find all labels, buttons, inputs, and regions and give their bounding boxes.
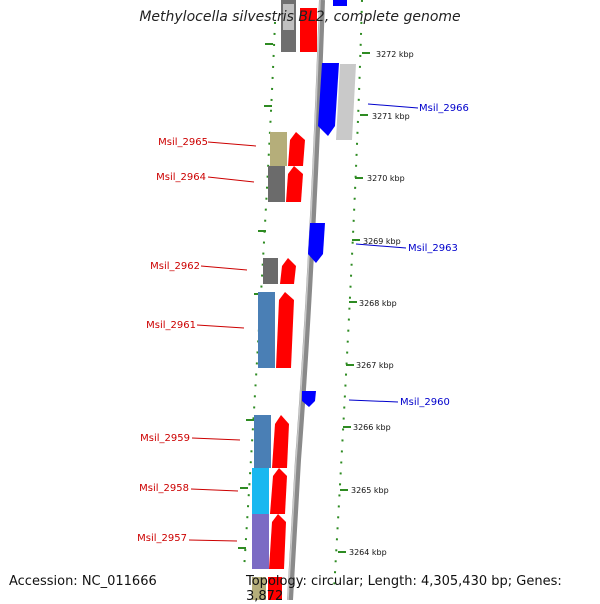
gene-label-msil-2961[interactable]: Msil_2961 bbox=[146, 320, 196, 331]
gene-block-2966 bbox=[336, 64, 356, 140]
scale-tick-label: 3267 kbp bbox=[356, 361, 394, 370]
accession-label: Accession: NC_011666 bbox=[9, 574, 157, 589]
gene-arrow-2960 bbox=[302, 391, 316, 407]
scale-tick-label: 3269 kbp bbox=[363, 237, 401, 246]
gene-label-msil-2958[interactable]: Msil_2958 bbox=[139, 483, 189, 494]
scale-tick-label: 3265 kbp bbox=[351, 486, 389, 495]
genome-backbone bbox=[287, 0, 325, 600]
gene-label-msil-2959[interactable]: Msil_2959 bbox=[140, 433, 190, 444]
gene-arrow-bottom bbox=[268, 577, 282, 600]
gene-arrow-2964 bbox=[286, 166, 303, 202]
gene-arrow-2961 bbox=[276, 292, 294, 368]
scale-tick-label: 3270 kbp bbox=[367, 174, 405, 183]
scale-tick-label: 3272 kbp bbox=[376, 50, 414, 59]
gene-block-2961 bbox=[258, 292, 275, 368]
gene-block-2964 bbox=[268, 166, 285, 202]
gene-block-2962 bbox=[263, 258, 278, 284]
gene-arrow-top-reverse bbox=[333, 0, 347, 6]
gene-label-msil-2966[interactable]: Msil_2966 bbox=[419, 103, 469, 114]
gene-label-msil-2960[interactable]: Msil_2960 bbox=[400, 397, 450, 408]
gene-arrow-2959 bbox=[272, 415, 289, 468]
gene-label-msil-2964[interactable]: Msil_2964 bbox=[156, 172, 206, 183]
scale-tick-labels: 3272 kbp 3271 kbp 3270 kbp 3269 kbp 3268 kbp… bbox=[349, 50, 414, 557]
gene-arrow-2958 bbox=[270, 468, 287, 514]
gene-arrow-2966 bbox=[318, 63, 339, 136]
gene-block-2965 bbox=[270, 132, 287, 166]
gene-label-msil-2962[interactable]: Msil_2962 bbox=[150, 261, 200, 272]
gene-labels: Msil_2966 Msil_2965 Msil_2964 Msil_2963 Msil… bbox=[137, 103, 469, 544]
scale-tick-label: 3268 kbp bbox=[359, 299, 397, 308]
gene-block-bottom bbox=[252, 577, 266, 600]
gene-label-msil-2963[interactable]: Msil_2963 bbox=[408, 243, 458, 254]
gene-block-2959 bbox=[254, 415, 271, 468]
scale-tick-label: 3266 kbp bbox=[353, 423, 391, 432]
gene-arrow-2962 bbox=[280, 258, 296, 284]
outer-ring bbox=[333, 0, 363, 591]
genome-backbone-highlight bbox=[287, 0, 321, 600]
outer-major-ticks bbox=[338, 52, 370, 553]
scale-tick-label: 3264 kbp bbox=[349, 548, 387, 557]
gene-arrow-2957 bbox=[269, 514, 286, 569]
leader-lines bbox=[188, 103, 419, 542]
gene-block-2958 bbox=[252, 468, 269, 514]
gene-label-msil-2965[interactable]: Msil_2965 bbox=[158, 137, 208, 148]
map-title: Methylocella silvestris BL2, complete ge… bbox=[139, 9, 461, 25]
gene-arrow-2963 bbox=[308, 223, 325, 263]
scale-tick-label: 3271 kbp bbox=[372, 112, 410, 121]
gene-arrow-2965 bbox=[288, 132, 305, 166]
gene-block-top-light bbox=[283, 4, 294, 30]
gene-arrow-top-forward bbox=[300, 8, 317, 52]
gene-block-2957 bbox=[252, 514, 269, 569]
gene-label-msil-2957[interactable]: Msil_2957 bbox=[137, 533, 187, 544]
